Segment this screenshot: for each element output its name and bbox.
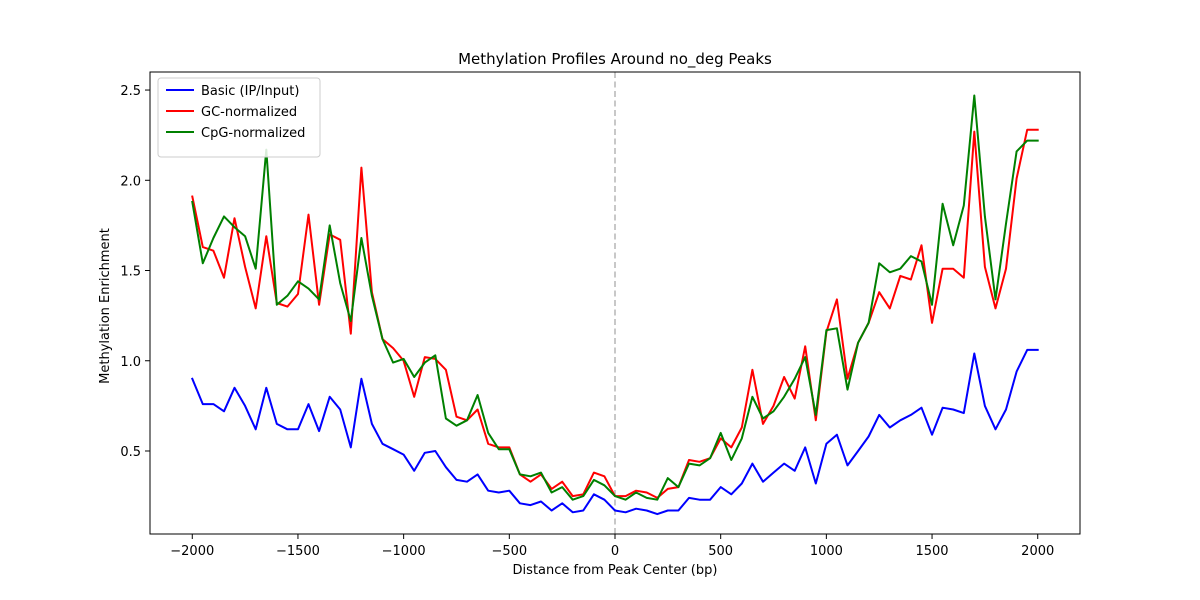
y-tick-label: 1.5	[120, 265, 141, 280]
legend-label-2: GC-normalized	[201, 105, 297, 120]
legend-label-3: CpG-normalized	[201, 126, 305, 141]
y-axis-label: Methylation Enrichment	[98, 228, 113, 384]
y-tick-label: 2.0	[120, 174, 141, 189]
legend-box	[157, 77, 321, 158]
series-line-1	[190, 348, 1039, 516]
axis-ticks: −2000 −1500 −1000 −500 0 500 1000 1500 2000 0.5 1.…	[120, 84, 1054, 559]
x-axis-label: Distance from Peak Center (bp)	[513, 563, 718, 578]
legend-label-1: Basic (IP/Input)	[201, 84, 299, 99]
series-line-3	[191, 94, 1039, 501]
x-tick-label: 1000	[810, 544, 843, 559]
x-tick-label: −500	[491, 544, 527, 559]
x-tick-label: −1000	[382, 544, 426, 559]
y-tick-label: 2.5	[120, 84, 141, 99]
x-tick-label: 1500	[915, 544, 948, 559]
x-tick-label: 2000	[1021, 544, 1054, 559]
x-tick-label: −1500	[276, 544, 320, 559]
x-tick-label: −2000	[170, 544, 214, 559]
x-tick-label: 500	[708, 544, 733, 559]
y-tick-label: 0.5	[120, 445, 141, 460]
chart-title: Methylation Profiles Around no_deg Peaks	[458, 50, 772, 69]
legend: Basic (IP/Input) GC-normalized CpG-normali…	[157, 77, 321, 158]
x-tick-label: 0	[611, 544, 619, 559]
y-tick-label: 1.0	[120, 355, 141, 370]
